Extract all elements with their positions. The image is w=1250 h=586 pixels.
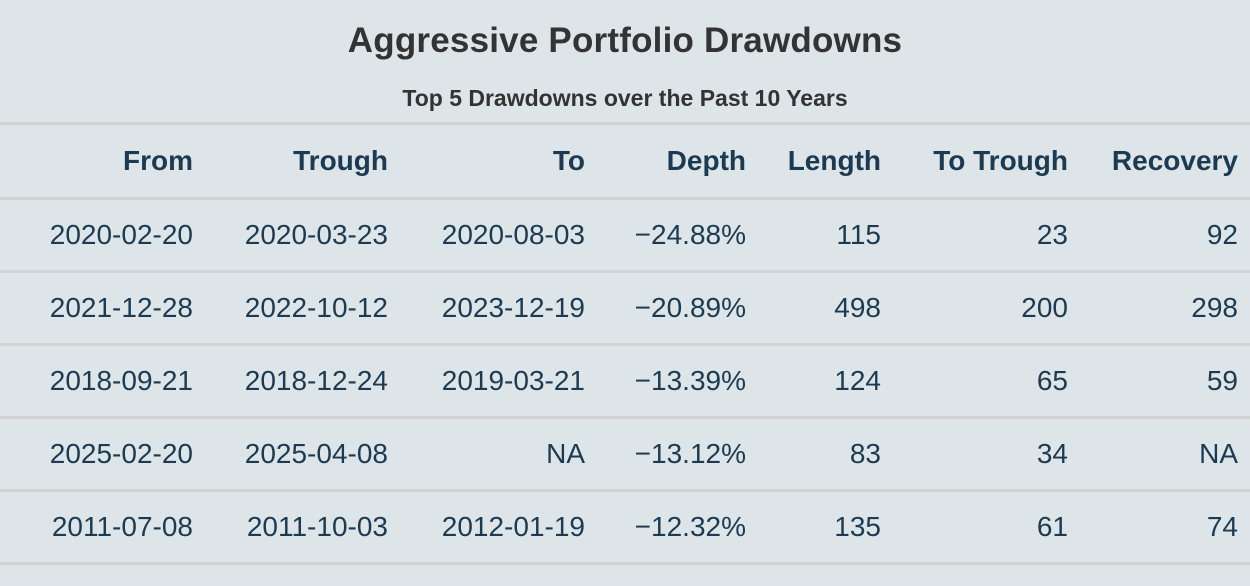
- cell-from: 2020-02-20: [0, 198, 205, 273]
- cell-recovery: NA: [1080, 417, 1250, 492]
- cell-length: 498: [758, 271, 893, 346]
- cell-from: 2021-12-28: [0, 271, 205, 346]
- cell-to-trough: 34: [893, 417, 1080, 492]
- cell-to-trough: 200: [893, 271, 1080, 346]
- table-row: 2020-02-20 2020-03-23 2020-08-03 −24.88%…: [0, 198, 1250, 273]
- cell-to: 2023-12-19: [400, 271, 597, 346]
- column-header-trough: Trough: [205, 123, 400, 200]
- column-header-length: Length: [758, 123, 893, 200]
- cell-from: 2018-09-21: [0, 344, 205, 419]
- cell-trough: 2022-10-12: [205, 271, 400, 346]
- cell-recovery: 92: [1080, 198, 1250, 273]
- cell-to: 2012-01-19: [400, 490, 597, 565]
- cell-to-trough: 61: [893, 490, 1080, 565]
- cell-depth: −20.89%: [597, 271, 758, 346]
- cell-trough: 2025-04-08: [205, 417, 400, 492]
- cell-depth: −24.88%: [597, 198, 758, 273]
- cell-to-trough: 23: [893, 198, 1080, 273]
- cell-to-trough: 65: [893, 344, 1080, 419]
- page-title: Aggressive Portfolio Drawdowns: [347, 21, 903, 60]
- table-row: 2018-09-21 2018-12-24 2019-03-21 −13.39%…: [0, 344, 1250, 419]
- cell-trough: 2018-12-24: [205, 344, 400, 419]
- table-row: 2025-02-20 2025-04-08 NA −13.12% 83 34 N…: [0, 417, 1250, 492]
- cell-trough: 2011-10-03: [205, 490, 400, 565]
- cell-to: 2019-03-21: [400, 344, 597, 419]
- cell-to: NA: [400, 417, 597, 492]
- cell-recovery: 59: [1080, 344, 1250, 419]
- cell-recovery: 74: [1080, 490, 1250, 565]
- cell-length: 83: [758, 417, 893, 492]
- page-subtitle: Top 5 Drawdowns over the Past 10 Years: [402, 85, 848, 111]
- cell-to: 2020-08-03: [400, 198, 597, 273]
- cell-depth: −13.12%: [597, 417, 758, 492]
- column-header-to: To: [400, 123, 597, 200]
- cell-length: 115: [758, 198, 893, 273]
- drawdowns-table: From Trough To Depth Length To Trough Re…: [0, 122, 1250, 565]
- cell-trough: 2020-03-23: [205, 198, 400, 273]
- column-header-to-trough: To Trough: [893, 123, 1080, 200]
- table-row: 2021-12-28 2022-10-12 2023-12-19 −20.89%…: [0, 271, 1250, 346]
- column-header-from: From: [0, 123, 205, 200]
- table-header-row: From Trough To Depth Length To Trough Re…: [0, 123, 1250, 200]
- cell-from: 2011-07-08: [0, 490, 205, 565]
- cell-depth: −13.39%: [597, 344, 758, 419]
- cell-recovery: 298: [1080, 271, 1250, 346]
- cell-length: 135: [758, 490, 893, 565]
- title-block: Aggressive Portfolio Drawdowns Top 5 Dra…: [0, 0, 1250, 122]
- cell-depth: −12.32%: [597, 490, 758, 565]
- cell-length: 124: [758, 344, 893, 419]
- column-header-depth: Depth: [597, 123, 758, 200]
- column-header-recovery: Recovery: [1080, 123, 1250, 200]
- cell-from: 2025-02-20: [0, 417, 205, 492]
- table-row: 2011-07-08 2011-10-03 2012-01-19 −12.32%…: [0, 490, 1250, 565]
